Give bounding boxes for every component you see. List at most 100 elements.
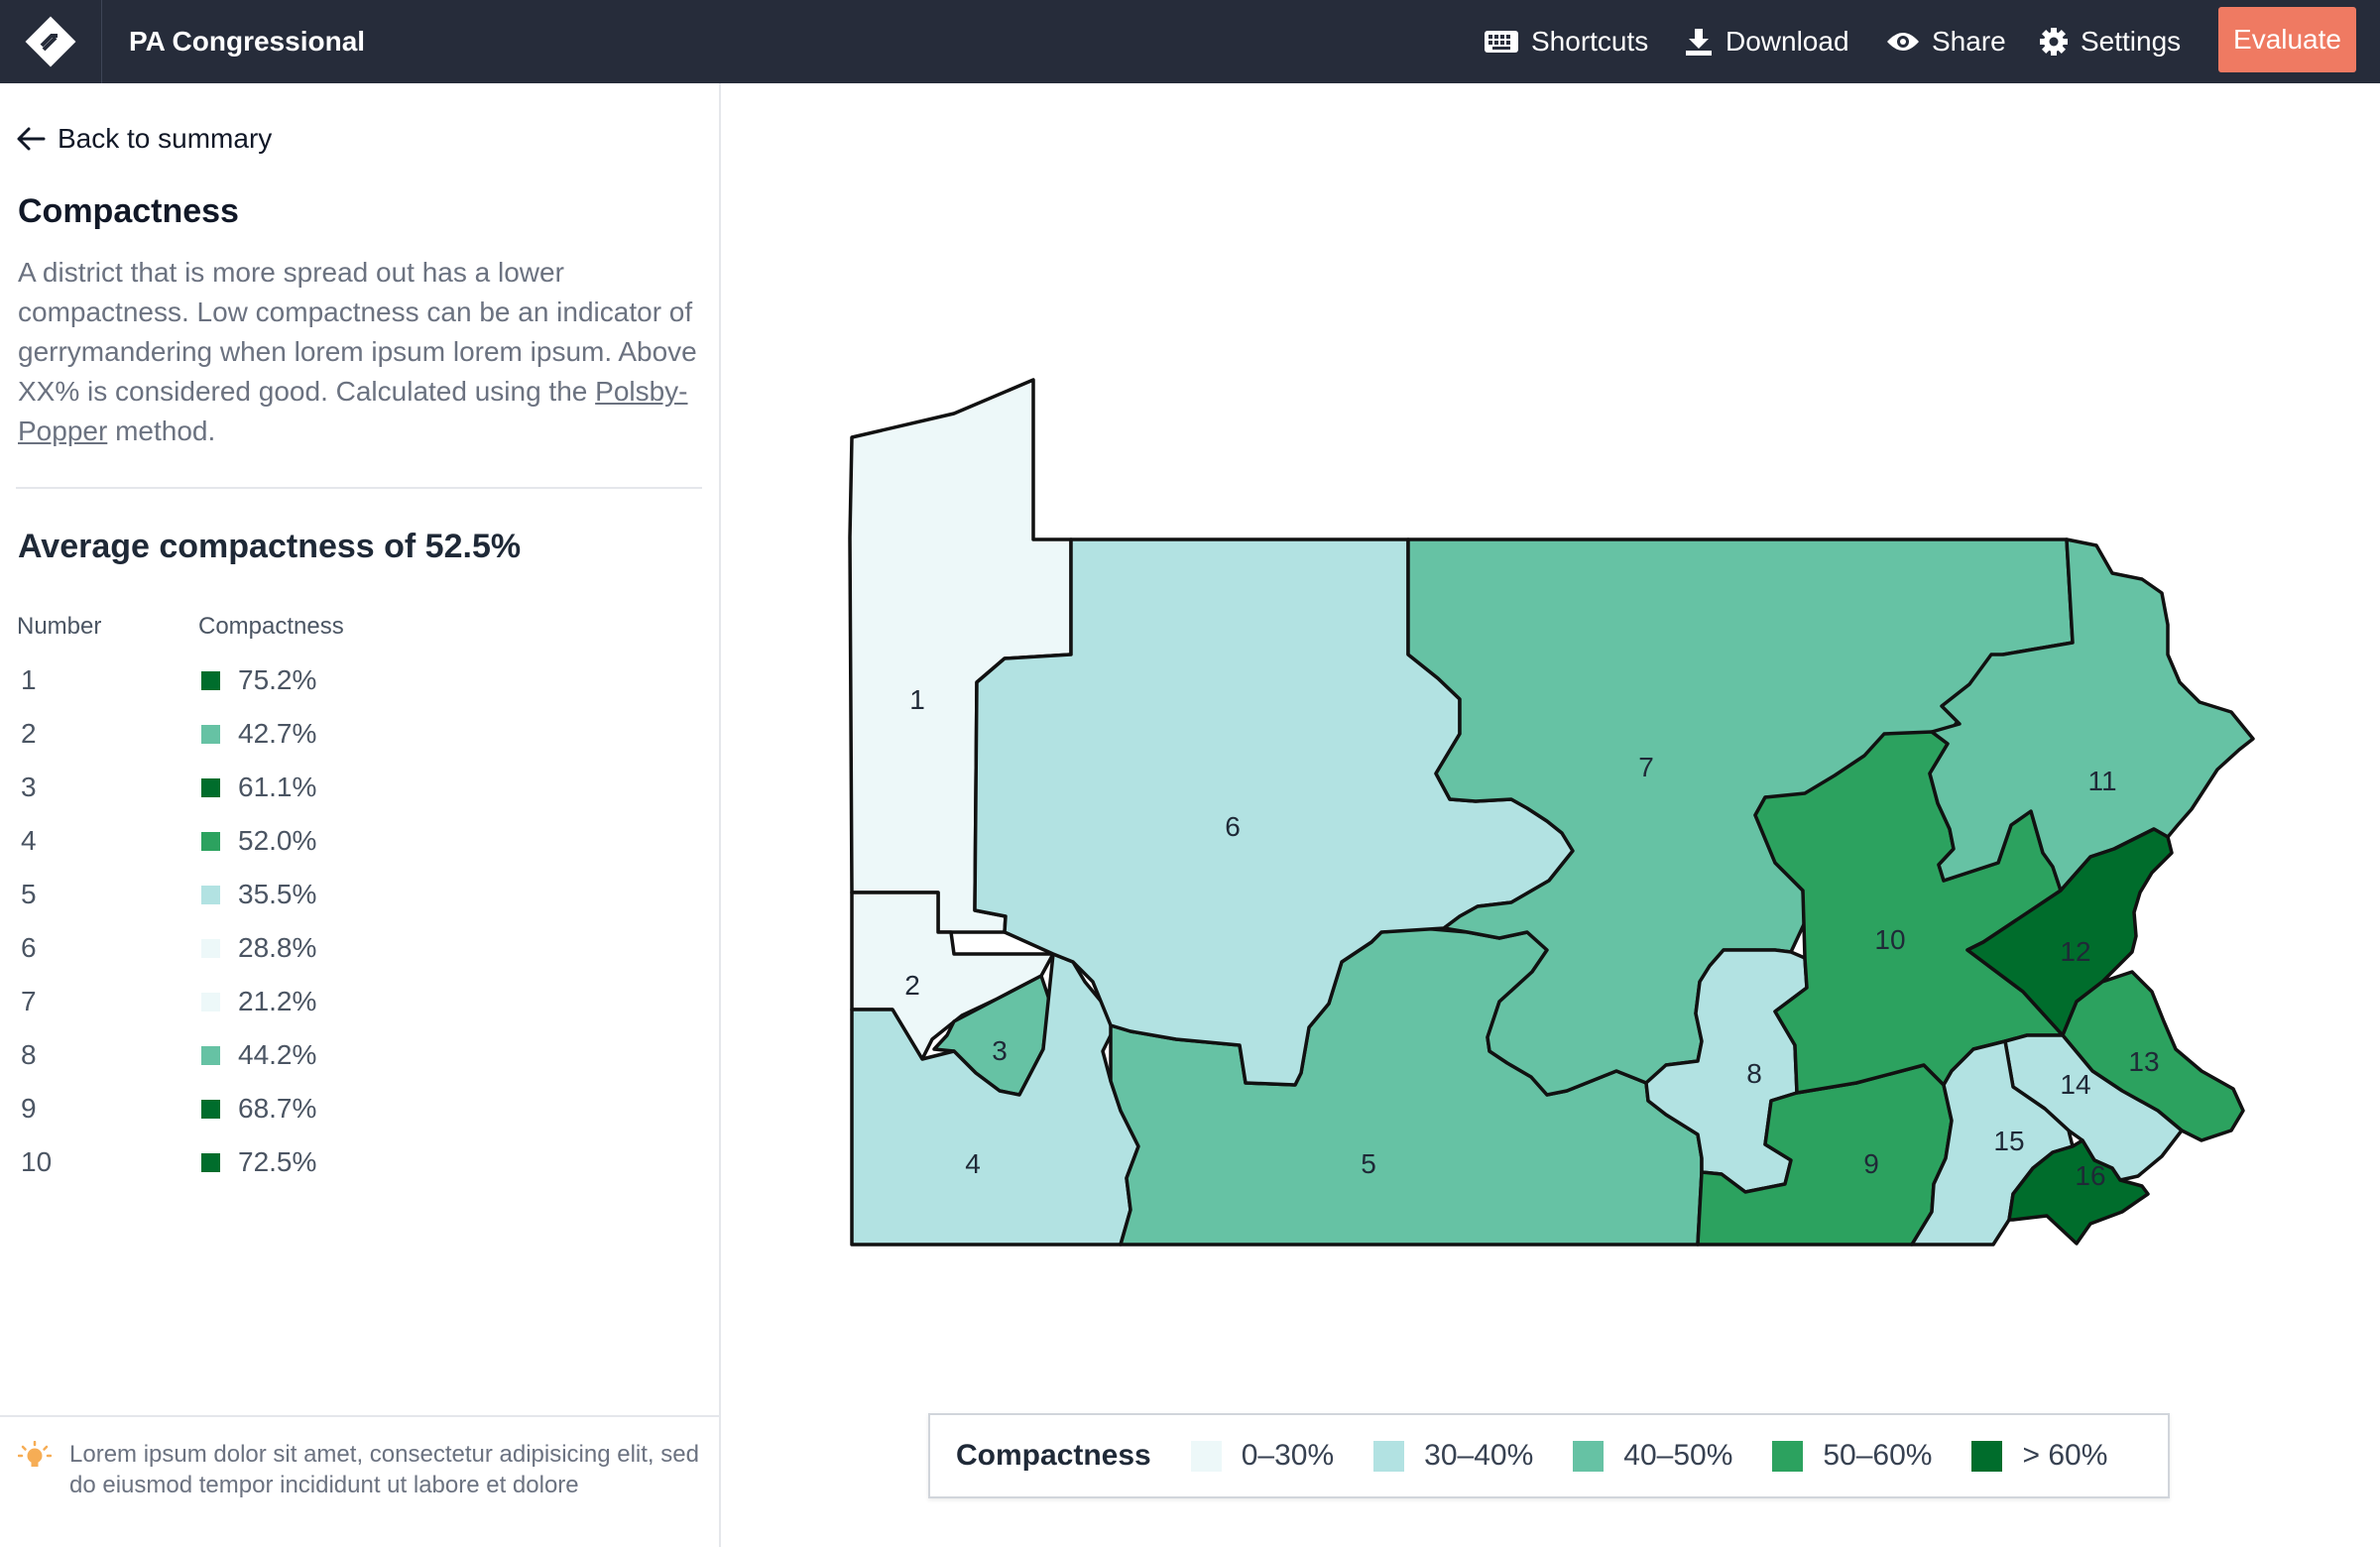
color-swatch [201,1100,220,1119]
description-text-end: method. [107,416,216,446]
table-row: 9 68.7% [0,1081,694,1134]
map-legend: Compactness 0–30% 30–40% 40–50% 50–60% >… [928,1413,2170,1498]
district-11[interactable] [1928,537,2255,892]
district-12[interactable] [1965,827,2174,1037]
legend-swatch [1190,1440,1222,1472]
color-swatch [201,1153,220,1172]
compactness-value: 72.5% [238,1146,317,1177]
district-16[interactable] [2007,1138,2150,1246]
legend-item: 40–50% [1573,1439,1732,1473]
table-row: 8 44.2% [0,1027,694,1081]
table-row: 10 72.5% [0,1134,694,1188]
description-text: A district that is more spread out has a… [18,257,697,407]
download-icon [1686,29,1712,56]
compactness-value: 42.7% [238,718,317,749]
legend-swatch [1971,1440,2003,1472]
district-number: 2 [21,718,37,749]
compactness-value: 21.2% [238,986,317,1016]
color-swatch [201,886,220,904]
legend-swatch [1373,1440,1405,1472]
district-number: 10 [21,1146,53,1177]
color-swatch [201,778,220,797]
table-row: 3 61.1% [0,760,694,813]
district-number: 9 [21,1093,37,1124]
app-title: PA Congressional [129,26,366,57]
district-label-1: 1 [909,684,925,715]
table-row: 6 28.8% [0,920,694,974]
district-label-10: 10 [1874,924,1905,955]
district-map: 1 2 3 4 5 6 7 8 9 10 11 12 13 14 15 16 [848,378,2255,1247]
legend-item: 30–40% [1373,1439,1533,1473]
district-label-4: 4 [965,1148,981,1179]
tip-text: Lorem ipsum dolor sit amet, consectetur … [69,1441,699,1498]
color-swatch [201,832,220,851]
shortcuts-button[interactable]: Shortcuts [1484,0,1648,83]
table-row: 1 75.2% [0,653,694,706]
compactness-value: 44.2% [238,1039,317,1070]
top-bar: PA Congressional Shortcuts Download Shar… [0,0,2380,83]
color-swatch [201,993,220,1012]
legend-title: Compactness [956,1439,1151,1472]
shortcuts-label: Shortcuts [1531,26,1649,57]
settings-label: Settings [2081,26,2182,57]
district-label-8: 8 [1746,1058,1762,1089]
legend-label: > 60% [2022,1439,2108,1472]
district-number: 6 [21,932,37,963]
keyboard-icon [1485,31,1518,53]
polsby-popper-link[interactable]: Polsby-Popper [18,376,688,446]
column-header-number: Number [17,613,102,640]
lightbulb-icon [18,1441,52,1467]
district-label-2: 2 [904,970,920,1001]
divider [16,487,702,489]
compactness-value: 35.5% [238,879,317,909]
district-label-7: 7 [1638,752,1654,782]
table-row: 2 42.7% [0,706,694,760]
legend-item: 0–30% [1190,1439,1335,1473]
district-label-5: 5 [1361,1148,1376,1179]
tip-panel: Lorem ipsum dolor sit amet, consectetur … [0,1415,719,1547]
color-swatch [201,939,220,958]
color-swatch [201,671,220,690]
legend-swatch [1573,1440,1605,1472]
compactness-value: 75.2% [238,664,317,695]
evaluate-button[interactable]: Evaluate [2218,7,2356,72]
logo-icon [25,16,76,67]
compactness-value: 28.8% [238,932,317,963]
color-swatch [201,1046,220,1065]
district-label-13: 13 [2128,1046,2159,1077]
settings-button[interactable]: Settings [2039,0,2181,83]
share-label: Share [1932,26,2006,57]
eye-icon [1887,33,1919,51]
arrow-left-icon [17,127,46,151]
district-number: 5 [21,879,37,909]
table-row: 5 35.5% [0,867,694,920]
column-header-compactness: Compactness [198,613,344,640]
legend-label: 50–60% [1823,1439,1933,1472]
district-label-3: 3 [992,1035,1008,1066]
legend-item: 50–60% [1772,1439,1932,1473]
color-swatch [201,725,220,744]
average-compactness-title: Average compactness of 52.5% [18,528,522,565]
district-number: 7 [21,986,37,1016]
district-number: 1 [21,664,37,695]
district-label-15: 15 [1993,1126,2024,1156]
download-label: Download [1726,26,1849,57]
legend-label: 40–50% [1623,1439,1733,1472]
back-to-summary-link[interactable]: Back to summary [16,123,272,155]
compactness-description: A district that is more spread out has a… [18,253,702,451]
district-label-6: 6 [1225,811,1241,842]
back-label: Back to summary [58,123,273,154]
sidebar: Back to summary Compactness A district t… [0,83,721,1547]
district-label-12: 12 [2060,936,2090,967]
table-row: 4 52.0% [0,813,694,867]
logo[interactable] [0,0,102,83]
district-number: 4 [21,825,37,856]
share-button[interactable]: Share [1886,0,2006,83]
district-label-14: 14 [2060,1069,2090,1100]
legend-swatch [1772,1440,1804,1472]
legend-label: 0–30% [1241,1439,1335,1472]
district-number: 8 [21,1039,37,1070]
download-button[interactable]: Download [1684,0,1849,83]
district-label-16: 16 [2075,1160,2105,1191]
district-label-11: 11 [2087,766,2116,796]
